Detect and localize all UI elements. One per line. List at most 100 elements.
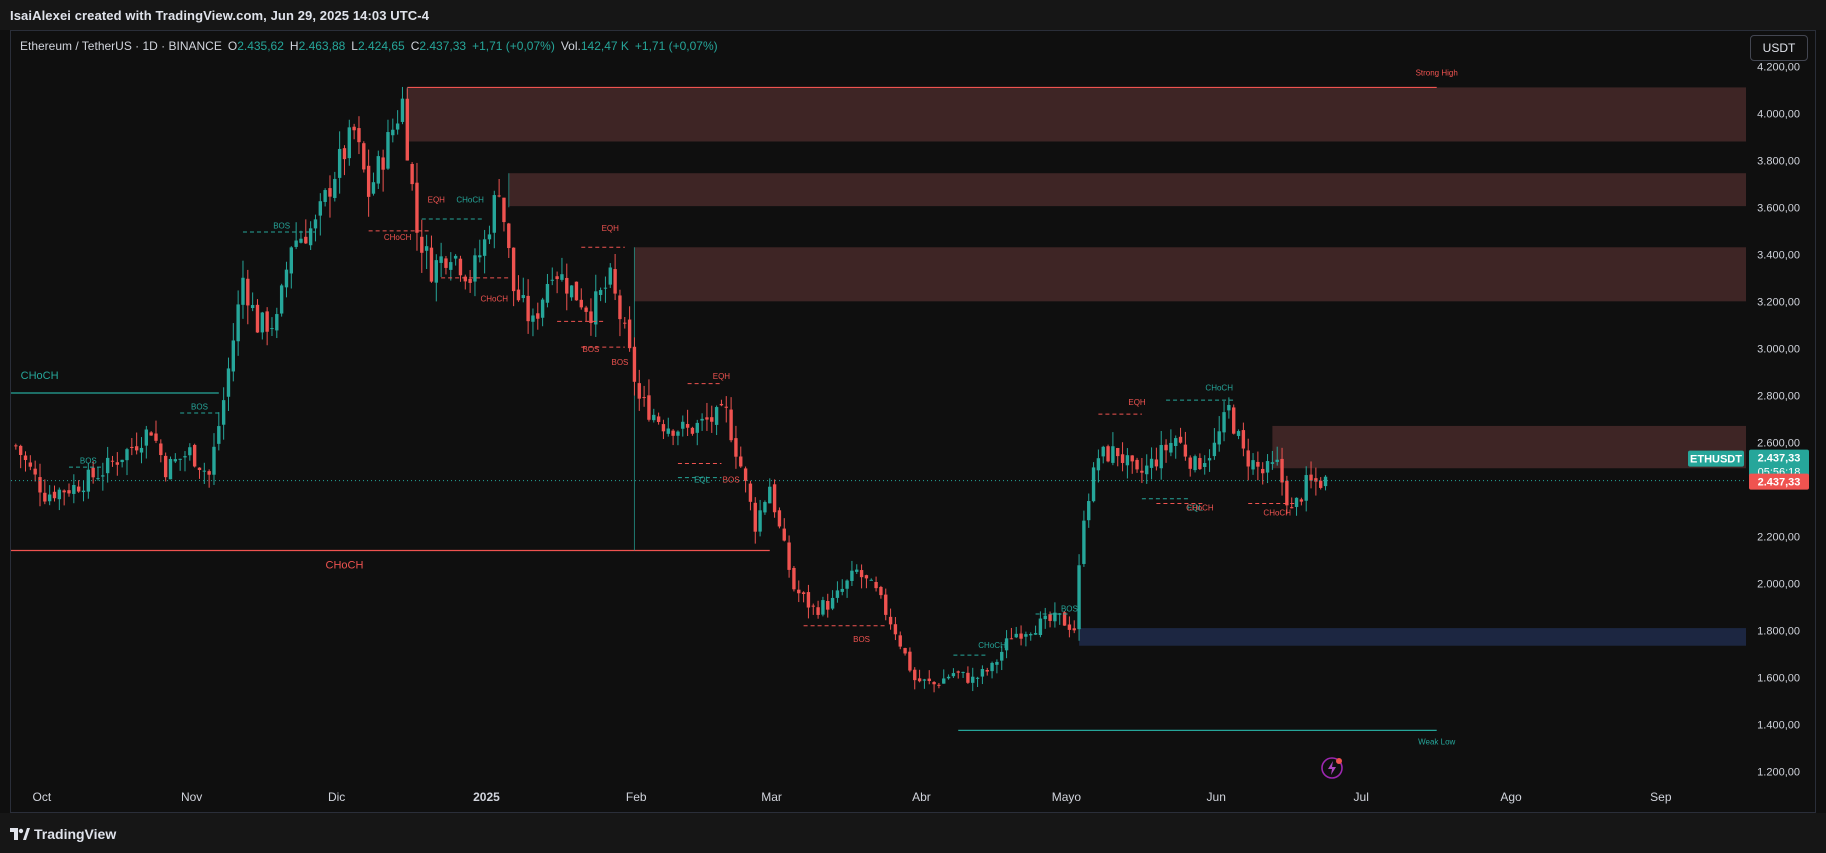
candle-body (207, 471, 211, 475)
supply-zone-1 (508, 173, 1746, 207)
candle-body (1169, 442, 1173, 453)
candle-body (14, 445, 18, 447)
flash-icon[interactable] (1320, 756, 1344, 780)
price-axis: 4.200,00 4.000,00 3.800,00 3.600,00 3.400,00… (1757, 61, 1800, 778)
candle-body (516, 289, 521, 301)
high-value: 2.463,88 (298, 39, 346, 53)
candle-body (1000, 651, 1004, 661)
structure-label-eql: EQL (1187, 504, 1204, 513)
candle-body (652, 414, 656, 421)
candle-body (1236, 431, 1241, 436)
candle-body (110, 460, 115, 462)
candle-body (613, 269, 617, 294)
candle-body (381, 157, 385, 170)
candle-body (28, 462, 33, 467)
price-tick-label: 4.200,00 (1757, 61, 1800, 73)
candle-body (197, 467, 202, 471)
ticker-tag-label: ETHUSDT (1690, 454, 1742, 466)
candle-body (666, 428, 670, 434)
candle-body (1304, 475, 1308, 501)
candle-body (1135, 459, 1139, 470)
price-tick-label: 2.600,00 (1757, 437, 1800, 449)
candle-body (43, 492, 47, 502)
price-tag-secondary-value: 2.437,33 (1758, 477, 1801, 489)
structure-label-choch: CHoCH (1186, 504, 1214, 513)
candle-body (1033, 633, 1038, 635)
candle-body (671, 430, 675, 436)
price-tag (1749, 449, 1809, 480)
candle-body (1140, 470, 1144, 473)
structure-label-bos: BOS (611, 358, 628, 367)
candle-body (1024, 634, 1028, 637)
price-tick-label: 3.600,00 (1757, 202, 1800, 214)
candle-body (23, 455, 28, 461)
candle-body (816, 607, 820, 615)
candle-body (642, 397, 646, 399)
candle-body (1241, 430, 1246, 449)
time-axis: Oct Nov Dic 2025 Feb Mar Abr Mayo Jun Jul Ago Sep (32, 790, 1671, 804)
candle-body (33, 468, 37, 475)
structure-label-choch: CHoCH (978, 641, 1006, 650)
candles-layer (14, 86, 1328, 693)
candle-body (840, 588, 844, 592)
structure-label-eqh: EQH (602, 224, 620, 233)
candle-body (318, 201, 322, 216)
candle-body (366, 165, 371, 197)
candle-body (748, 483, 753, 502)
candle-body (86, 469, 91, 492)
candle-body (787, 542, 791, 570)
candle-body (91, 467, 95, 478)
ticker-tag (1688, 450, 1744, 467)
structure-label-eqh: EQH (1128, 398, 1146, 407)
candle-body (1091, 467, 1096, 502)
candle-body (304, 236, 308, 244)
candle-body (584, 307, 588, 312)
candle-body (758, 510, 762, 532)
candle-body (163, 455, 168, 478)
candle-body (250, 305, 255, 309)
candle-body (695, 422, 699, 433)
time-tick-label: Abr (912, 790, 931, 804)
candle-body (1048, 614, 1052, 621)
supply-zone-2 (634, 247, 1746, 302)
candle-body (299, 238, 303, 243)
candle-body (342, 148, 347, 160)
candle-body (1212, 442, 1217, 457)
candle-body (956, 671, 960, 673)
structure-label-choch: CHoCH (384, 233, 412, 242)
time-tick-label: Dic (328, 790, 345, 804)
candle-body (1120, 454, 1125, 463)
candle-body (1246, 450, 1250, 467)
price-tick-label: 3.800,00 (1757, 155, 1800, 167)
candle-body (337, 148, 342, 178)
currency-button[interactable]: USDT (1750, 35, 1808, 61)
annotations-layer: BOS BOS BOS EQH CHoCH CHoCH CHoCH EQH BOS BOS EQH E… (68, 196, 1297, 656)
candle-body (502, 197, 506, 223)
candle-body (879, 586, 883, 596)
candle-body (574, 281, 579, 301)
candle-body (893, 624, 898, 635)
candle-body (797, 589, 801, 594)
candle-body (38, 477, 42, 493)
candle-body (1004, 638, 1009, 651)
candle-body (260, 312, 265, 333)
candle-body (1019, 633, 1023, 639)
candle-body (154, 433, 158, 441)
candle-body (212, 446, 216, 475)
candle-body (125, 449, 129, 461)
candle-body (444, 258, 448, 268)
candle-body (323, 190, 327, 202)
symbol-label[interactable]: Ethereum / TetherUS · 1D · BINANCE (20, 39, 222, 53)
candle-body (289, 247, 293, 274)
price-tick-label: 1.600,00 (1757, 672, 1800, 684)
close-value: 2.437,33 (419, 39, 467, 53)
candle-body (719, 403, 724, 406)
price-tag-value: 2.437,33 (1758, 453, 1801, 465)
candle-body (946, 676, 951, 679)
tradingview-logo[interactable]: TradingView (10, 826, 116, 842)
structure-label-bos: BOS (80, 457, 97, 466)
candle-body (768, 486, 772, 504)
high-label: H (289, 39, 299, 53)
chart-frame[interactable] (10, 30, 1816, 813)
